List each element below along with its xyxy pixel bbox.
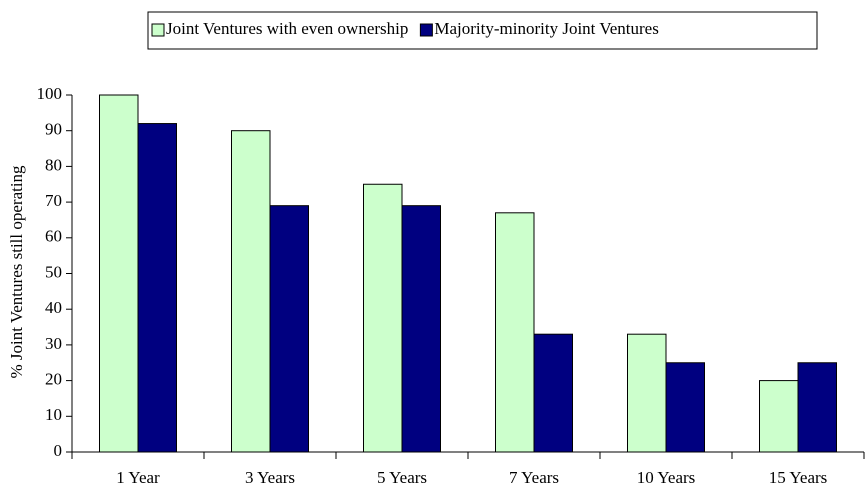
bar [665,362,705,453]
y-tick-label: 50 [45,262,62,281]
x-tick-label: 7 Years [509,468,559,487]
bar [269,205,309,453]
legend-label: Joint Ventures with even ownership [166,19,408,38]
bar [759,380,799,453]
bar [231,130,271,453]
bar [627,333,667,453]
x-tick-label: 1 Year [116,468,160,487]
x-tick-label: 5 Years [377,468,427,487]
bar [363,183,403,453]
bar [495,212,535,453]
bar [137,123,177,453]
y-tick-label: 70 [45,191,62,210]
bar [797,362,837,453]
y-tick-label: 90 [45,120,62,139]
x-tick-label: 15 Years [769,468,828,487]
bar [533,333,573,453]
y-tick-label: 60 [45,227,62,246]
legend-label: Majority-minority Joint Ventures [434,19,658,38]
x-tick-label: 10 Years [637,468,696,487]
x-tick-label: 3 Years [245,468,295,487]
y-tick-label: 10 [45,405,62,424]
legend-box [147,11,818,50]
bar [401,205,441,453]
y-tick-label: 100 [37,84,63,103]
legend-swatch [419,23,433,37]
y-tick-label: 40 [45,298,62,317]
y-tick-label: 0 [54,441,63,460]
y-tick-label: 20 [45,370,62,389]
legend-swatch [151,23,165,37]
y-axis-label: % Joint Ventures still operating [7,165,26,379]
bar [99,94,139,453]
y-tick-label: 80 [45,155,62,174]
y-tick-label: 30 [45,334,62,353]
